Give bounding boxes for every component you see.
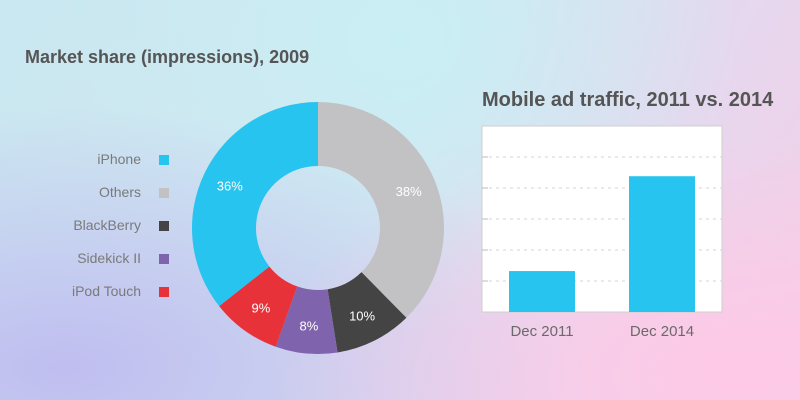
legend-label-sidekick-ii: Sidekick II [77, 250, 141, 266]
slice-label-sidekick-ii: 8% [299, 319, 318, 334]
slice-others [318, 102, 445, 318]
market-share-panel: Market share (impressions), 2009 38% 10% 8… [25, 47, 445, 355]
slice-label-ipod-touch: 9% [251, 301, 270, 316]
pie-chart-title: Market share (impressions), 2009 [25, 47, 310, 67]
legend-swatch-blackberry [159, 221, 169, 231]
slice-label-iphone: 36% [217, 178, 243, 193]
slice-label-blackberry: 10% [349, 309, 375, 324]
x-tick-label: Dec 2011 [510, 323, 573, 340]
legend-swatch-others [159, 188, 169, 198]
slice-blackberry [327, 272, 407, 353]
slice-label-others: 38% [396, 184, 422, 199]
slice-iphone [192, 102, 318, 307]
donut-chart: 38% 10% 8% 9% 36% iPhone Others BlackBerry Sidek… [72, 102, 445, 355]
bar-chart: Dec 2011 Dec 2014 [481, 125, 723, 340]
ad-traffic-panel: Mobile ad traffic, 2011 vs. 2014 Dec 201… [460, 0, 800, 400]
bar-dec-2014 [629, 176, 695, 312]
legend-swatch-iphone [159, 155, 169, 165]
bar-chart-title: Mobile ad traffic, 2011 vs. 2014 [482, 89, 774, 111]
x-tick-label: Dec 2014 [630, 323, 694, 340]
bar-dec-2011 [509, 271, 575, 312]
slice-ipod-touch [219, 266, 298, 347]
legend-label-iphone: iPhone [97, 151, 141, 167]
legend-label-ipod-touch: iPod Touch [72, 283, 141, 299]
legend-swatch-sidekick-ii [159, 254, 169, 264]
legend-label-others: Others [99, 184, 141, 200]
legend-label-blackberry: BlackBerry [73, 217, 141, 233]
legend-swatch-ipod-touch [159, 287, 169, 297]
slice-sidekick-ii [275, 286, 338, 355]
